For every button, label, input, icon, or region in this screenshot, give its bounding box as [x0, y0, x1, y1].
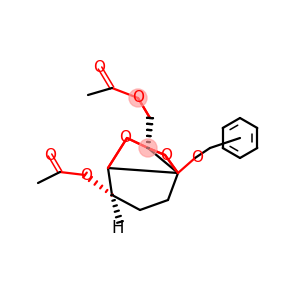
Text: O: O: [160, 148, 172, 164]
Text: O: O: [119, 130, 131, 145]
Circle shape: [129, 89, 147, 107]
Text: H: H: [112, 219, 124, 237]
Text: O: O: [132, 91, 144, 106]
Text: O: O: [44, 148, 56, 163]
Text: O: O: [191, 149, 203, 164]
Text: O: O: [80, 167, 92, 182]
Circle shape: [139, 139, 157, 157]
Text: O: O: [93, 61, 105, 76]
